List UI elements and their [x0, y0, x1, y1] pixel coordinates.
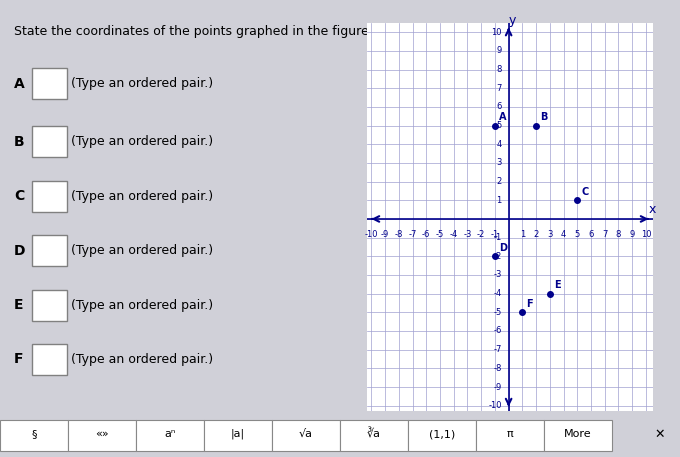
Text: √a: √a	[299, 429, 313, 439]
Text: (Type an ordered pair.): (Type an ordered pair.)	[71, 190, 213, 203]
Text: 9: 9	[496, 46, 502, 55]
Text: 6: 6	[588, 230, 594, 239]
Text: -3: -3	[494, 271, 502, 280]
Text: -5: -5	[436, 230, 444, 239]
Text: F: F	[526, 299, 533, 309]
Text: 1: 1	[520, 230, 525, 239]
Text: A: A	[499, 112, 507, 122]
Text: ∛a: ∛a	[367, 429, 381, 440]
Text: 7: 7	[496, 84, 502, 93]
Text: E: E	[554, 280, 560, 290]
Text: -4: -4	[494, 289, 502, 298]
FancyBboxPatch shape	[408, 420, 476, 451]
FancyBboxPatch shape	[32, 290, 67, 321]
Text: y: y	[509, 14, 516, 27]
Text: State the coordinates of the points graphed in the figure below: State the coordinates of the points grap…	[14, 26, 410, 38]
Text: (1,1): (1,1)	[429, 429, 455, 439]
Text: -4: -4	[449, 230, 458, 239]
Text: -1: -1	[494, 233, 502, 242]
Text: -9: -9	[381, 230, 389, 239]
Text: aⁿ: aⁿ	[165, 429, 175, 439]
Text: 2: 2	[496, 177, 502, 186]
Text: -8: -8	[494, 364, 502, 373]
Text: 4: 4	[496, 140, 502, 149]
Text: 1: 1	[496, 196, 502, 205]
Text: C: C	[14, 189, 24, 203]
Text: (Type an ordered pair.): (Type an ordered pair.)	[71, 353, 213, 366]
Text: -1: -1	[491, 230, 499, 239]
Text: |a|: |a|	[231, 429, 245, 439]
Text: -2: -2	[494, 252, 502, 261]
Text: B: B	[540, 112, 547, 122]
FancyBboxPatch shape	[0, 420, 68, 451]
Text: 3: 3	[547, 230, 553, 239]
Text: -2: -2	[477, 230, 486, 239]
Text: D: D	[14, 244, 26, 258]
Text: C: C	[581, 186, 589, 197]
Text: §: §	[31, 429, 37, 439]
Text: 3: 3	[496, 159, 502, 167]
Text: (Type an ordered pair.): (Type an ordered pair.)	[71, 135, 213, 149]
Text: (Type an ordered pair.): (Type an ordered pair.)	[71, 244, 213, 257]
Text: -7: -7	[494, 345, 502, 354]
FancyBboxPatch shape	[32, 235, 67, 266]
Text: 8: 8	[616, 230, 621, 239]
FancyBboxPatch shape	[272, 420, 340, 451]
FancyBboxPatch shape	[32, 127, 67, 157]
FancyBboxPatch shape	[544, 420, 612, 451]
Text: 8: 8	[496, 65, 502, 74]
Text: -9: -9	[494, 383, 502, 392]
Text: -3: -3	[463, 230, 472, 239]
FancyBboxPatch shape	[32, 68, 67, 99]
Text: 6: 6	[496, 102, 502, 112]
Text: -5: -5	[494, 308, 502, 317]
Text: «»: «»	[95, 429, 109, 439]
Text: x: x	[649, 203, 656, 216]
Text: More: More	[564, 429, 592, 439]
Text: B: B	[14, 135, 24, 149]
FancyBboxPatch shape	[340, 420, 408, 451]
Text: (Type an ordered pair.): (Type an ordered pair.)	[71, 298, 213, 312]
Text: -10: -10	[488, 401, 502, 410]
FancyBboxPatch shape	[32, 181, 67, 212]
Text: 10: 10	[491, 28, 502, 37]
Text: F: F	[14, 352, 24, 367]
FancyBboxPatch shape	[476, 420, 544, 451]
Text: -7: -7	[408, 230, 417, 239]
Text: π: π	[507, 429, 513, 439]
Text: D: D	[499, 243, 507, 253]
Text: 10: 10	[641, 230, 651, 239]
Text: -10: -10	[364, 230, 378, 239]
Text: 5: 5	[575, 230, 580, 239]
Text: 5: 5	[496, 121, 502, 130]
FancyBboxPatch shape	[204, 420, 272, 451]
FancyBboxPatch shape	[32, 344, 67, 375]
Text: 4: 4	[561, 230, 566, 239]
Text: ✕: ✕	[654, 428, 665, 441]
Text: 2: 2	[534, 230, 539, 239]
Text: (Type an ordered pair.): (Type an ordered pair.)	[71, 77, 213, 90]
Text: -8: -8	[394, 230, 403, 239]
Text: -6: -6	[422, 230, 430, 239]
Text: 7: 7	[602, 230, 607, 239]
Text: 9: 9	[630, 230, 635, 239]
FancyBboxPatch shape	[68, 420, 136, 451]
FancyBboxPatch shape	[136, 420, 204, 451]
Text: -6: -6	[494, 326, 502, 335]
Text: E: E	[14, 298, 24, 312]
Text: A: A	[14, 77, 25, 90]
